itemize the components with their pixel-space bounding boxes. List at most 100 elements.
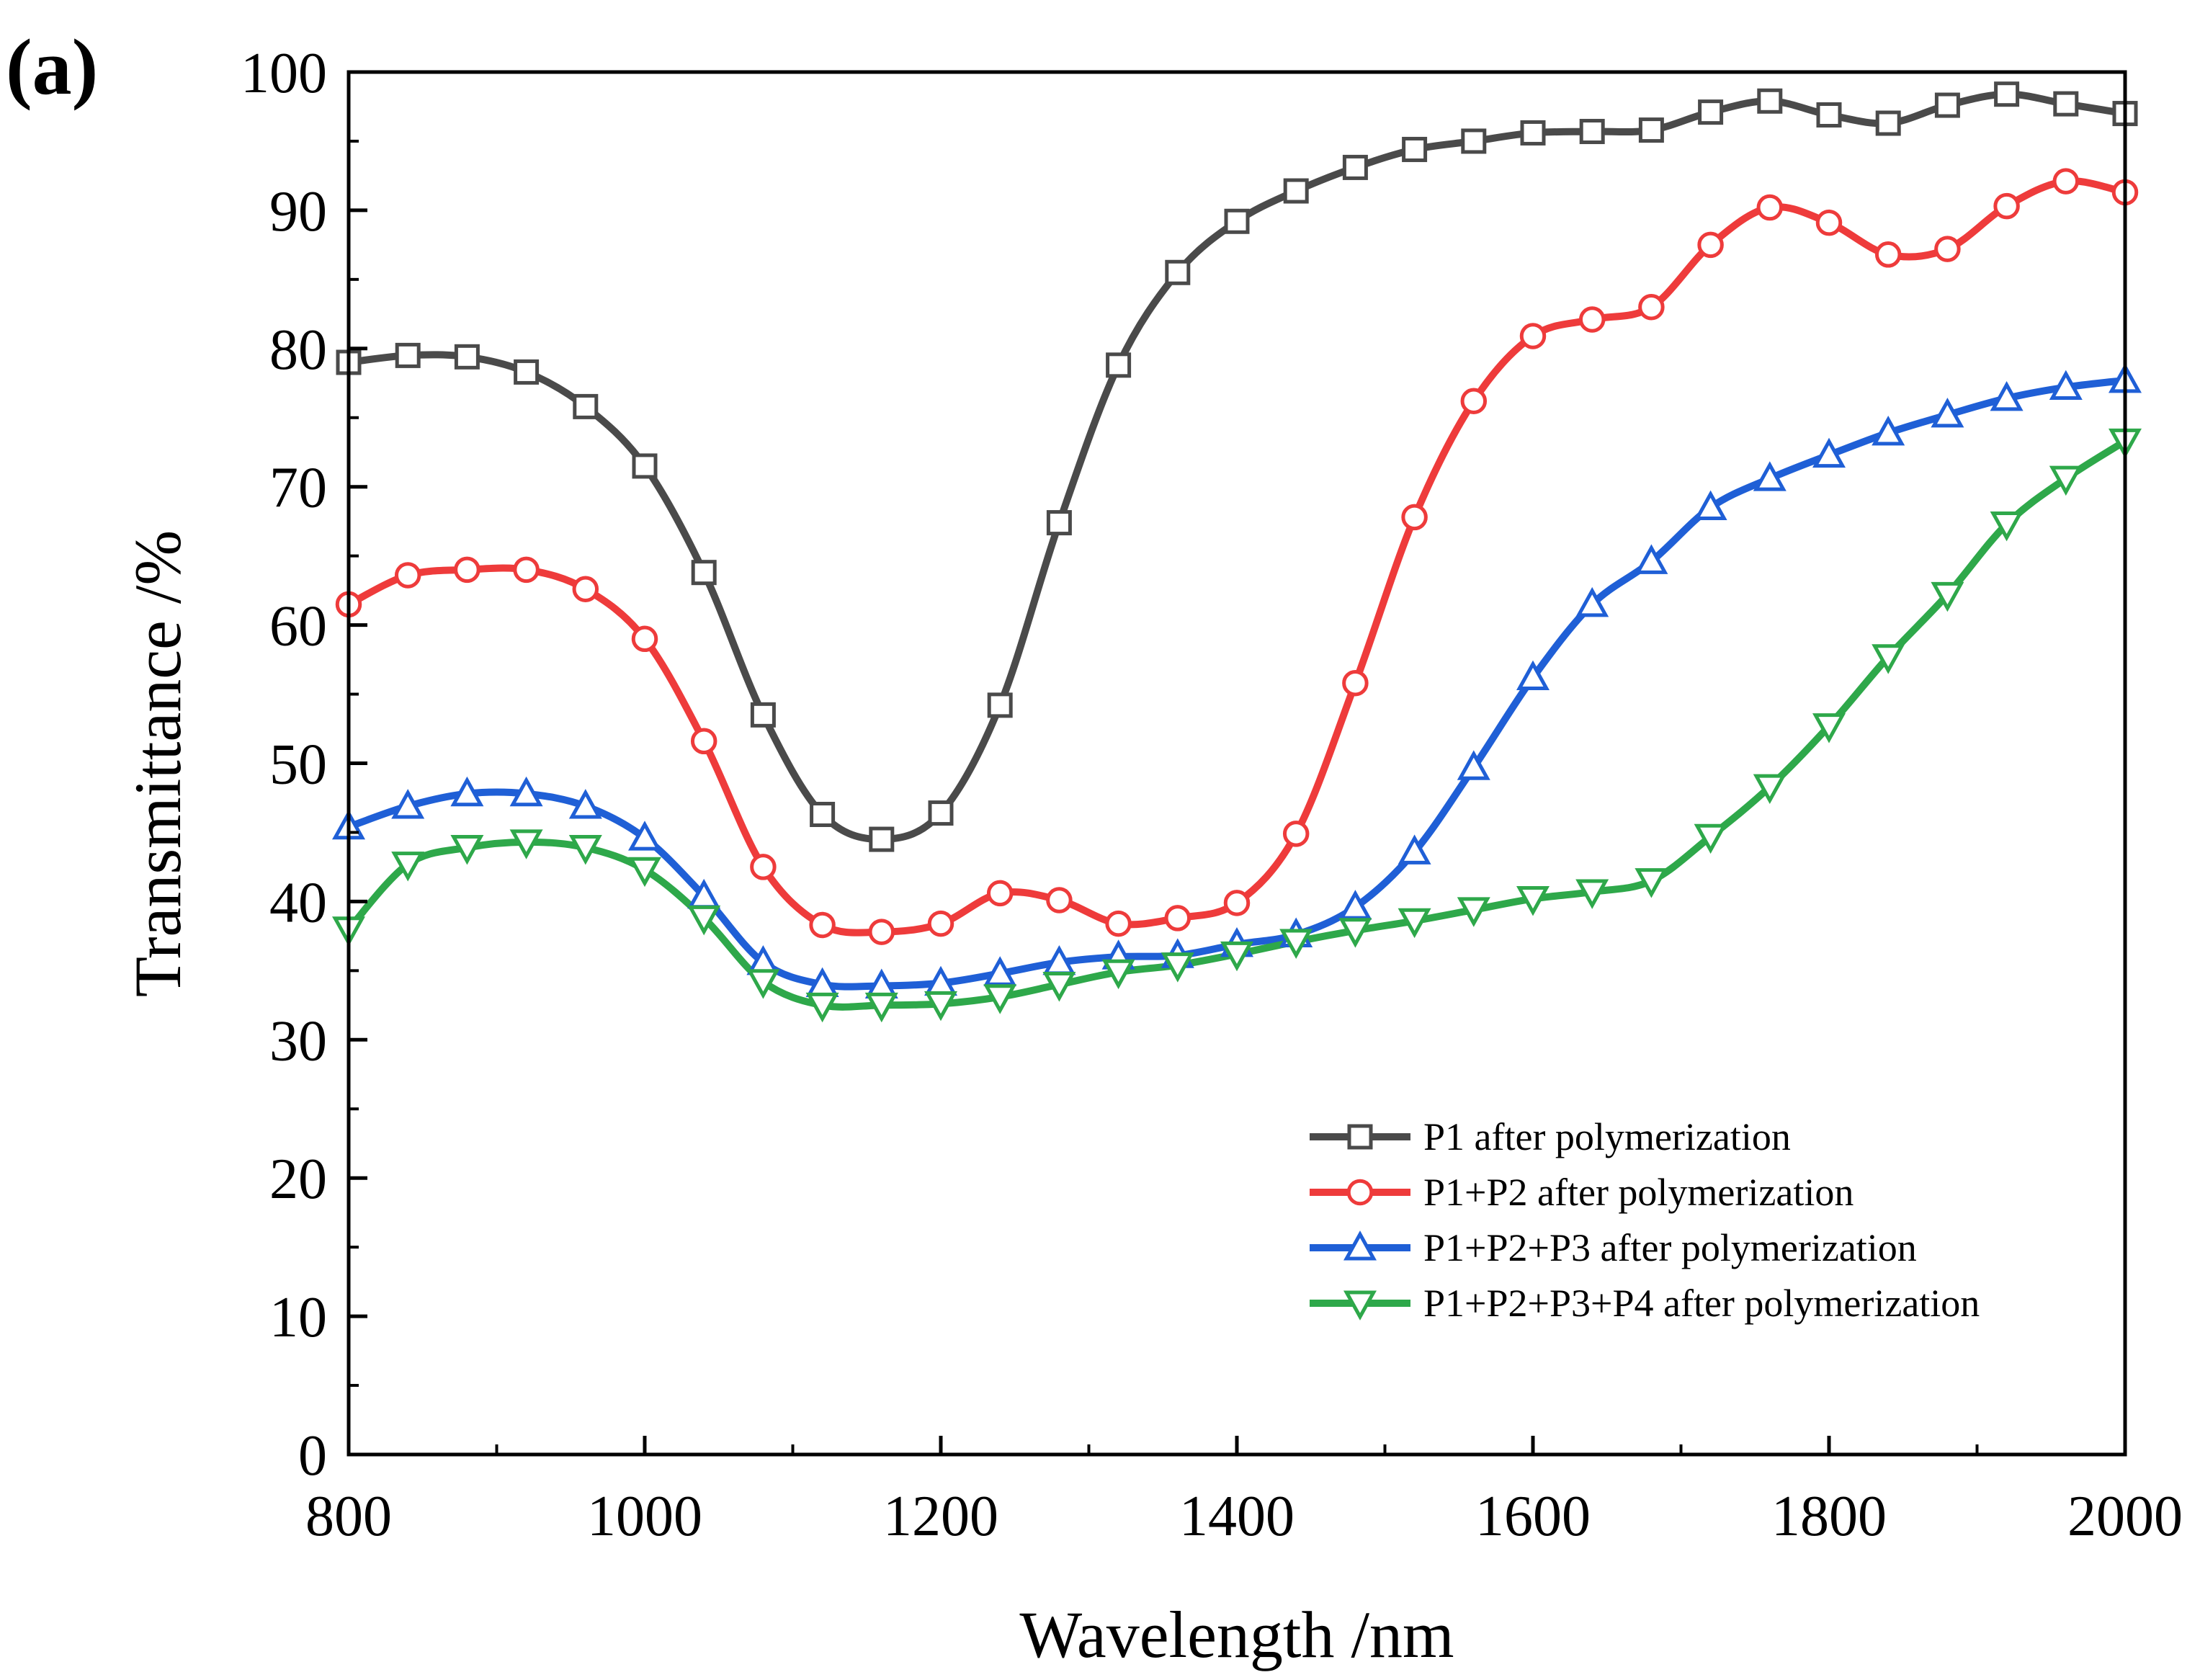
data-point-series-3 <box>1575 586 1609 617</box>
data-point-series-4 <box>1812 713 1846 743</box>
y-tick-label: 30 <box>269 1009 327 1073</box>
data-point-series-4 <box>1338 918 1372 948</box>
data-point-series-4 <box>1753 774 1787 805</box>
data-point-series-3 <box>1753 461 1787 491</box>
series-line-2 <box>349 177 2125 937</box>
data-point-series-4 <box>1161 952 1194 983</box>
data-point-series-4 <box>687 905 721 936</box>
data-point-series-1 <box>1165 259 1191 285</box>
data-point-series-3 <box>628 821 661 851</box>
legend-marker-1 <box>1347 1124 1373 1150</box>
data-point-series-2 <box>809 911 836 939</box>
data-point-series-3 <box>1872 415 1905 446</box>
data-point-series-1 <box>1283 178 1309 204</box>
data-point-series-3 <box>1516 660 1550 691</box>
data-point-series-4 <box>509 829 543 859</box>
data-point-series-1 <box>1402 136 1428 162</box>
data-point-series-3 <box>1990 380 2024 411</box>
x-tick-label: 1600 <box>1475 1485 1591 1548</box>
data-point-series-4 <box>805 992 839 1023</box>
data-point-series-4 <box>864 992 898 1023</box>
data-point-series-1 <box>1638 117 1664 143</box>
data-point-series-3 <box>1931 398 1964 428</box>
data-point-series-2 <box>690 728 717 755</box>
data-point-series-2 <box>1697 231 1724 259</box>
data-point-series-1 <box>454 344 480 370</box>
data-point-series-1 <box>928 800 954 826</box>
data-point-series-2 <box>1519 323 1547 349</box>
data-point-series-4 <box>628 857 661 888</box>
legend-label-1: P1 after polymerization <box>1423 1115 1791 1158</box>
data-point-series-2 <box>927 910 954 937</box>
data-point-series-3 <box>391 789 425 819</box>
data-point-series-2 <box>1934 236 1961 262</box>
data-point-series-4 <box>1516 886 1550 916</box>
data-point-series-2 <box>1164 905 1191 931</box>
y-tick-label: 0 <box>298 1424 327 1488</box>
data-point-series-1 <box>632 453 658 479</box>
data-point-series-4 <box>1457 897 1490 927</box>
data-point-series-2 <box>1638 293 1665 321</box>
data-point-series-2 <box>1993 192 2020 220</box>
data-point-series-2 <box>986 880 1014 907</box>
data-point-series-1 <box>1698 99 1724 125</box>
y-axis: 0 10 20 30 40 50 60 70 80 90 100 <box>241 42 367 1488</box>
data-point-series-1 <box>1757 88 1783 114</box>
series-line-1 <box>349 90 2125 844</box>
data-point-series-4 <box>1931 581 1964 612</box>
y-axis-title: Transmittance /% <box>121 530 194 997</box>
data-point-series-1 <box>1816 102 1842 128</box>
data-point-series-1 <box>395 342 421 368</box>
data-point-series-1 <box>869 826 895 852</box>
x-tick-label: 2000 <box>2067 1485 2183 1548</box>
data-point-series-3 <box>1338 890 1372 920</box>
data-point-series-2 <box>631 625 658 653</box>
legend-label-4: P1+P2+P3+P4 after polymerization <box>1423 1282 1980 1325</box>
data-point-series-2 <box>1401 504 1428 531</box>
data-point-series-4 <box>1101 959 1135 990</box>
data-point-series-2 <box>572 576 599 602</box>
x-axis-title: Wavelength /nm <box>1019 1598 1454 1671</box>
data-point-series-3 <box>983 956 1017 986</box>
marker-layer <box>332 81 2142 1023</box>
data-point-series-3 <box>1812 437 1846 468</box>
data-point-series-2 <box>454 556 480 584</box>
data-point-series-2 <box>1874 241 1902 268</box>
data-point-series-1 <box>691 560 717 586</box>
data-point-series-2 <box>1815 209 1843 236</box>
data-point-series-1 <box>1520 120 1546 146</box>
data-point-series-2 <box>1105 910 1132 937</box>
data-point-series-4 <box>1042 972 1076 1002</box>
data-point-series-2 <box>1223 890 1251 916</box>
data-point-series-3 <box>2049 370 2083 401</box>
legend: P1 after polymerization P1+P2 after polym… <box>1310 1115 1980 1325</box>
data-point-series-4 <box>1279 929 1313 959</box>
y-tick-label: 10 <box>269 1286 327 1349</box>
panel-label: (a) <box>6 23 98 111</box>
data-point-series-3 <box>509 776 543 807</box>
data-point-series-1 <box>1875 110 1901 136</box>
data-point-series-4 <box>983 984 1017 1014</box>
data-point-series-4 <box>1990 511 2024 542</box>
data-point-series-2 <box>868 919 895 945</box>
data-point-series-1 <box>750 702 776 728</box>
data-point-series-1 <box>1106 352 1132 378</box>
data-point-series-2 <box>513 556 540 584</box>
data-point-series-4 <box>746 969 780 999</box>
data-point-series-1 <box>810 802 836 828</box>
data-point-series-2 <box>1342 669 1369 697</box>
data-point-series-4 <box>924 991 957 1022</box>
legend-marker-2 <box>1346 1179 1374 1206</box>
data-point-series-1 <box>1994 81 2020 107</box>
x-tick-label: 1200 <box>883 1485 998 1548</box>
y-tick-label: 60 <box>269 595 327 658</box>
data-point-series-3 <box>568 789 602 819</box>
data-point-series-1 <box>1579 119 1605 145</box>
data-point-series-3 <box>1457 750 1490 780</box>
data-point-series-2 <box>1282 821 1310 847</box>
data-point-series-2 <box>2052 168 2080 195</box>
data-point-series-3 <box>1635 544 1668 574</box>
legend-marker-4 <box>1343 1290 1377 1321</box>
y-tick-label: 40 <box>269 871 327 934</box>
